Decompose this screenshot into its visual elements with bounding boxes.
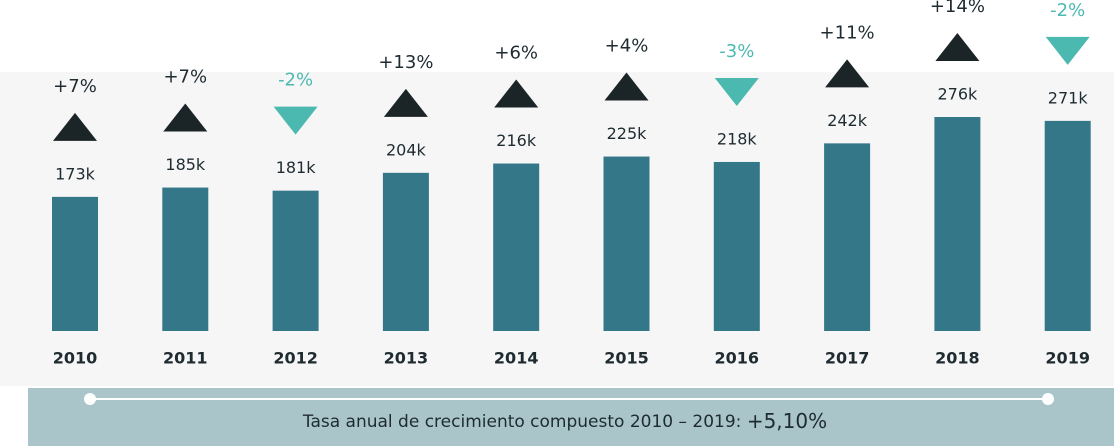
x-tick-label: 2014 <box>494 349 539 368</box>
x-tick-label: 2013 <box>384 349 429 368</box>
bar <box>272 190 319 331</box>
cagr-caption: Tasa anual de crecimiento compuesto 2010… <box>302 412 742 432</box>
bar <box>934 117 981 331</box>
value-label: 271k <box>1048 88 1089 107</box>
bar <box>824 143 871 331</box>
cagr-value: +5,10% <box>747 409 827 433</box>
growth-label: -3% <box>719 41 754 62</box>
value-label: 276k <box>937 85 978 104</box>
growth-label: +4% <box>605 36 649 57</box>
bar <box>162 187 209 331</box>
up-triangle <box>383 88 428 117</box>
value-label: 218k <box>717 129 758 148</box>
bar <box>1044 120 1091 332</box>
growth-label: +7% <box>53 76 97 97</box>
growth-label: +6% <box>494 43 538 64</box>
x-tick-label: 2016 <box>715 349 760 368</box>
x-tick-label: 2018 <box>935 349 980 368</box>
growth-label: +7% <box>163 67 207 88</box>
bar <box>52 196 98 331</box>
x-tick-label: 2010 <box>53 349 98 368</box>
bar <box>713 161 760 331</box>
growth-label: +13% <box>378 52 433 73</box>
growth-label: +14% <box>930 0 985 17</box>
bar <box>382 172 429 331</box>
period-start-dot <box>84 393 96 405</box>
up-triangle <box>825 59 870 88</box>
x-tick-label: 2011 <box>163 349 208 368</box>
value-label: 185k <box>165 155 206 174</box>
up-triangle <box>604 72 649 101</box>
cagr-text: Tasa anual de crecimiento compuesto 2010… <box>302 409 827 433</box>
bar <box>493 163 540 331</box>
up-triangle <box>494 79 539 108</box>
value-label: 204k <box>386 140 427 159</box>
footer-band <box>28 388 1114 446</box>
down-triangle <box>273 106 318 135</box>
growth-label: -2% <box>278 70 313 91</box>
x-tick-label: 2017 <box>825 349 870 368</box>
x-tick-label: 2019 <box>1045 349 1090 368</box>
period-end-dot <box>1042 393 1054 405</box>
down-triangle <box>714 77 759 106</box>
up-triangle <box>935 33 980 61</box>
x-tick-label: 2012 <box>273 349 318 368</box>
value-label: 225k <box>607 124 648 143</box>
bar <box>603 156 650 331</box>
value-label: 181k <box>276 158 317 177</box>
x-tick-label: 2015 <box>604 349 649 368</box>
growth-label: -2% <box>1050 0 1085 21</box>
up-triangle <box>163 103 208 132</box>
value-label: 242k <box>827 111 868 130</box>
growth-label: +11% <box>820 22 875 43</box>
down-triangle <box>1045 36 1090 65</box>
value-label: 216k <box>496 131 537 150</box>
value-label: 173k <box>55 164 96 183</box>
up-triangle <box>53 112 97 141</box>
